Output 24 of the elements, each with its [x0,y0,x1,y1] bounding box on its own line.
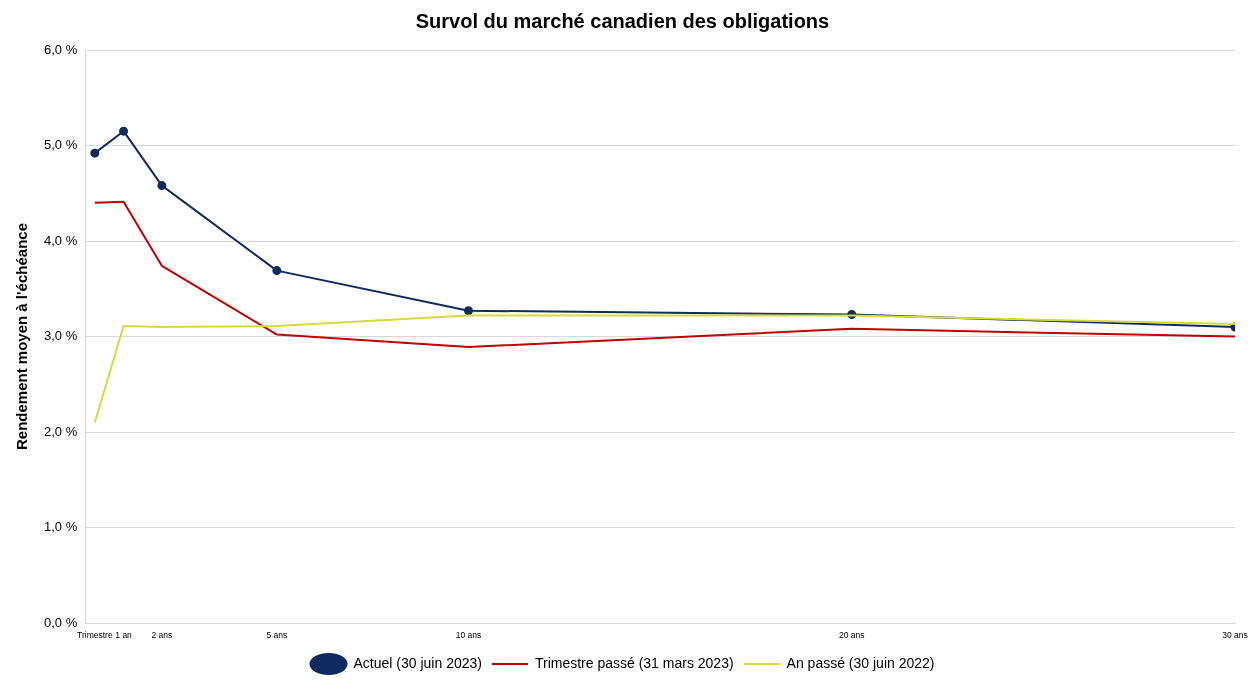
x-tick-label: 2 ans [151,629,173,640]
point [464,306,473,316]
chart-title: Survol du marché canadien des obligations [415,9,830,32]
x-tick-label: 20 ans [838,629,865,640]
point [157,181,167,191]
y-tick-label: 2,0 % [43,423,78,439]
y-tick-label: 3,0 % [43,328,78,344]
y-tick-label: 0,0 % [43,614,78,630]
point [119,126,129,136]
x-tick-label: 30 ans [1222,629,1248,640]
y-tick-label: 1,0 % [43,519,78,535]
legend-label: Actuel (30 juin 2023) [353,654,482,671]
legend-label: Trimestre passé (31 mars 2023) [534,654,734,671]
legend-label: An passé (30 juin 2022) [786,654,935,671]
y-tick-label: 5,0 % [43,137,78,153]
y-tick-label: 6,0 % [43,41,78,57]
x-tick-label: 5 ans [266,629,288,640]
x-tick-label: 10 ans [455,629,482,640]
point [272,266,282,276]
point [90,148,100,158]
x-tick-label: 1 an [115,629,133,640]
x-tick-label: Trimestre [77,629,113,640]
y-axis-title: Rendement moyen à l'échéance [13,223,31,450]
y-tick-label: 4,0 % [43,232,78,248]
